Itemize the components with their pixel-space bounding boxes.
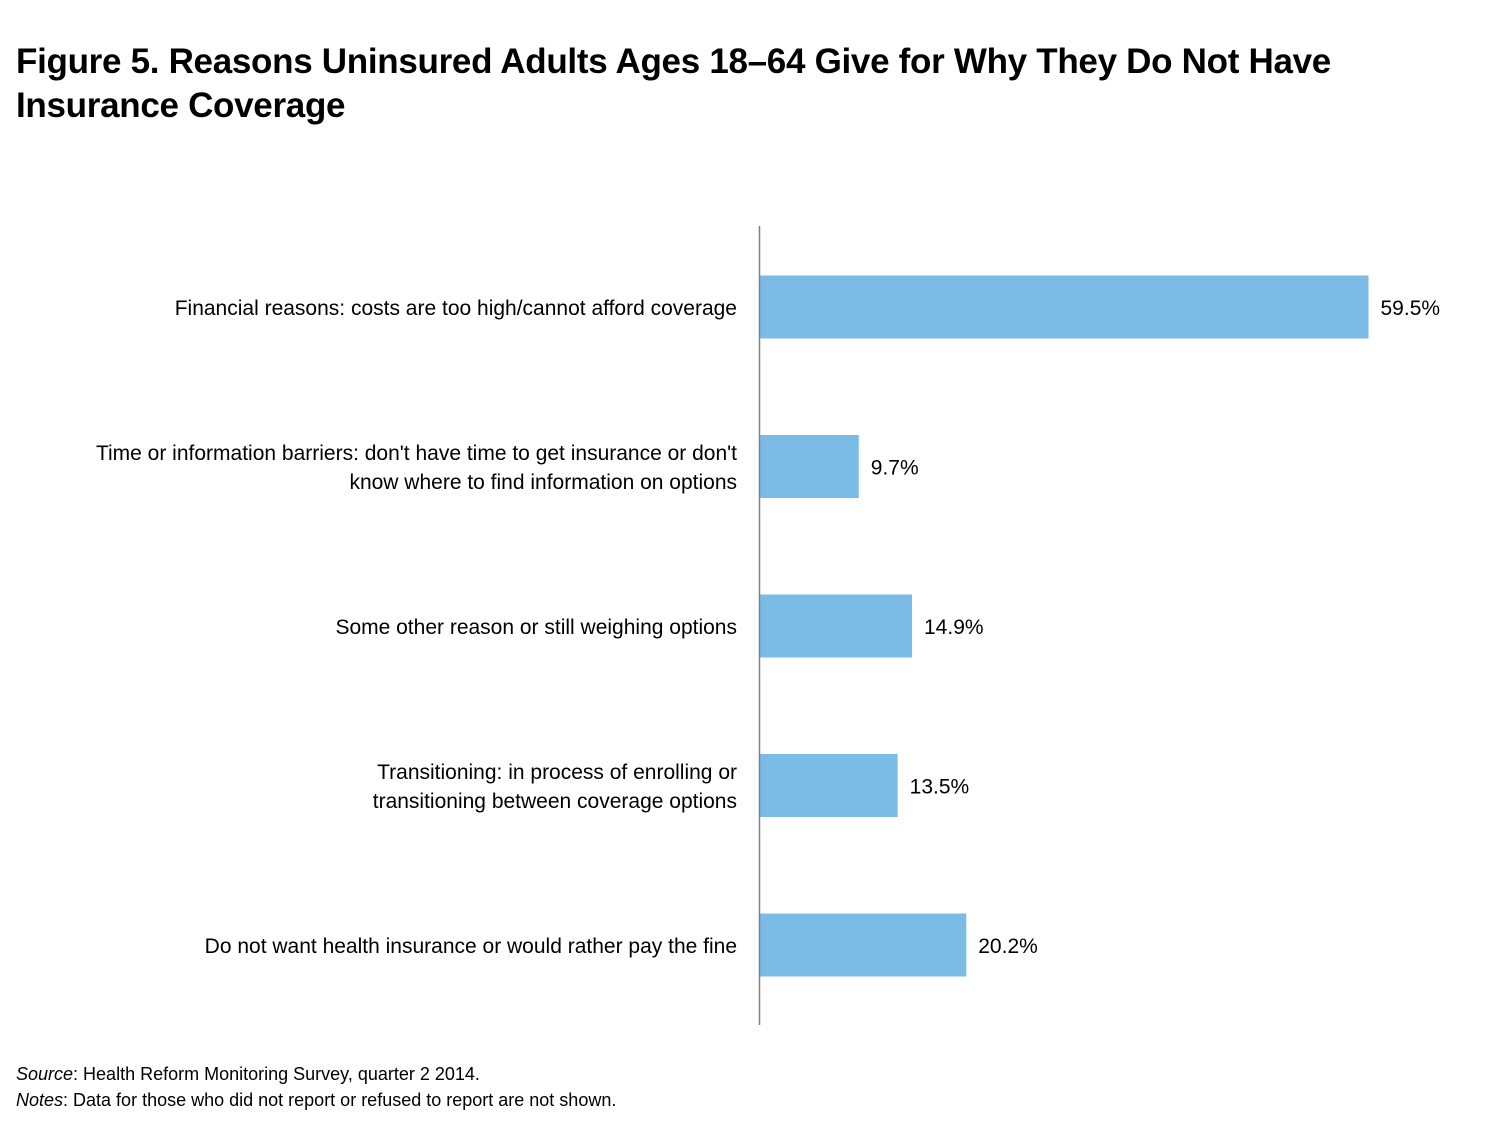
source-label: Source [16,1064,74,1084]
category-label: Financial reasons: costs are too high/ca… [175,297,737,320]
data-label: 14.9% [924,616,984,639]
data-label: 20.2% [978,935,1038,958]
notes-text: : Data for those who did not report or r… [63,1090,617,1110]
category-label: know where to find information on option… [349,471,737,494]
bar [759,594,913,658]
notes-note: Notes: Data for those who did not report… [16,1088,616,1112]
category-label: Some other reason or still weighing opti… [335,616,737,639]
bar [759,275,1369,339]
data-label: 59.5% [1381,297,1441,320]
bar [759,754,898,817]
notes-label: Notes [16,1090,64,1110]
category-label: Transitioning: in process of enrolling o… [377,761,737,784]
category-label: Time or information barriers: don't have… [96,442,737,465]
category-label: transitioning between coverage options [373,790,737,813]
data-label: 13.5% [910,776,970,799]
source-note: Source: Health Reform Monitoring Survey,… [16,1062,480,1086]
bar [759,435,859,498]
bar [759,913,967,977]
data-label: 9.7% [871,457,919,480]
chart-title: Figure 5. Reasons Uninsured Adults Ages … [16,42,1331,125]
source-text: : Health Reform Monitoring Survey, quart… [73,1064,480,1084]
category-label: Do not want health insurance or would ra… [205,935,737,958]
